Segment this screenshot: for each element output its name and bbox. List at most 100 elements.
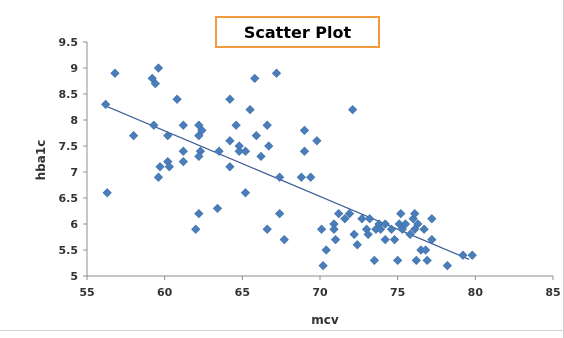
data-point [467,250,477,260]
tick-labels-group: 5 5.5 6 6.5 7 7.5 8 8.5 9 9.5 55 60 65 70 75 80 85 [59,36,561,299]
data-point [128,130,139,141]
data-point [334,208,344,219]
y-tick-label: 5.5 [59,244,79,257]
x-axis-label: mcv [311,313,339,327]
data-point [458,250,468,260]
x-tick-label: 60 [157,286,173,299]
x-tick-label: 80 [468,286,484,299]
data-point [299,146,310,156]
data-point [256,151,266,162]
data-point [419,224,429,234]
x-tick-label: 55 [79,286,94,299]
data-point [363,229,373,240]
data-point [411,255,421,266]
data-point [274,208,285,219]
frame-bottom-divider [0,330,564,331]
data-point [234,146,244,156]
data-point [225,136,235,146]
y-tick-label: 7.5 [59,140,79,153]
data-point [240,188,251,198]
data-point [153,63,164,73]
x-tick-label: 75 [390,286,405,299]
data-point [330,234,341,245]
data-point [393,255,403,266]
data-point [365,214,375,224]
data-point [178,120,188,130]
data-point [405,229,415,240]
axes-group [83,41,554,280]
data-point [225,162,235,172]
data-point [150,78,160,89]
data-point [427,234,437,245]
y-tick-label: 6 [70,218,78,231]
data-point [245,104,255,115]
data-point [340,214,350,224]
y-axis-label: hba1c [34,139,48,181]
data-point [262,224,272,234]
data-point [380,234,390,245]
y-tick-label: 8 [70,114,78,127]
data-point [375,224,386,234]
data-point [296,172,306,182]
data-point [422,255,432,266]
y-tick-label: 9 [70,62,78,75]
data-point [318,260,328,271]
data-point [212,203,223,214]
data-point [389,234,400,245]
y-tick-label: 9.5 [59,36,79,49]
y-tick-label: 8.5 [59,88,79,101]
data-point [369,255,379,266]
data-point [197,125,207,136]
data-point [352,240,362,250]
data-point [251,130,261,141]
y-tick-label: 5 [70,270,78,283]
data-point [329,224,339,234]
data-point [264,141,274,151]
x-tick-label: 70 [312,286,328,299]
data-point [386,224,397,234]
data-point [240,146,251,156]
data-point [421,245,431,255]
data-point [250,73,260,84]
data-point [164,162,174,172]
data-point [102,188,112,198]
data-point [153,172,164,182]
data-point [410,208,420,219]
data-point [155,162,165,172]
data-point [396,208,406,219]
data-point [172,94,182,104]
y-tick-label: 6.5 [59,192,79,205]
data-point [279,234,289,245]
data-point [321,245,331,255]
data-point [191,224,201,234]
data-point [231,120,241,130]
data-point [312,136,322,146]
data-point [262,120,272,130]
data-point [306,172,316,182]
chart-title: Scatter Plot [215,16,380,48]
linear-trendline [105,105,470,260]
data-point [271,68,282,78]
data-point [344,208,355,219]
data-point [274,172,285,182]
data-point [178,146,188,156]
data-point [347,104,358,115]
x-tick-label: 85 [545,286,560,299]
data-point [178,156,188,167]
x-tick-label: 65 [235,286,250,299]
data-point [357,214,367,224]
data-point [349,229,359,240]
y-tick-label: 7 [70,166,78,179]
data-point [194,151,204,162]
data-point [110,68,120,78]
trendline-group [105,105,470,260]
data-point [427,214,437,224]
data-point [101,99,111,110]
data-point [299,125,310,136]
data-point [214,146,224,156]
data-point [163,130,173,141]
data-point [149,120,159,130]
data-point [225,94,235,104]
